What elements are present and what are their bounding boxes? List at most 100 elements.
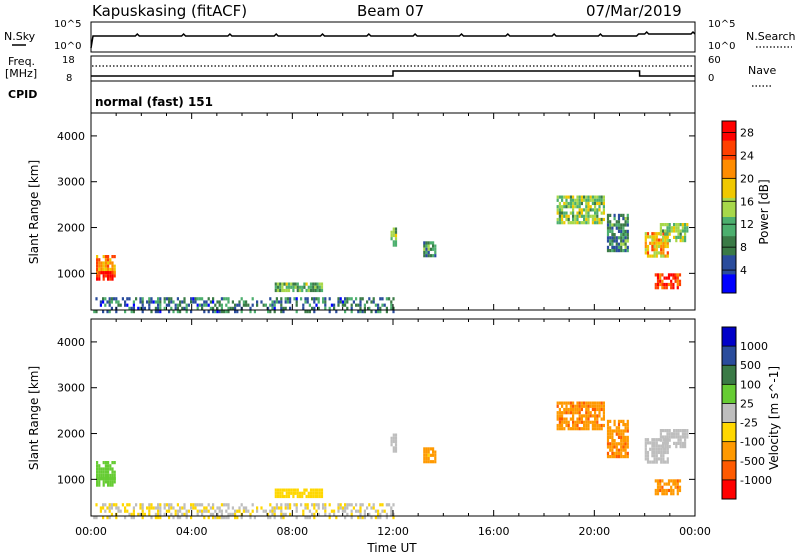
range-gate-cell — [666, 429, 669, 433]
range-gate-cell — [660, 460, 663, 464]
range-gate-cell — [108, 506, 111, 510]
range-gate-cell — [181, 306, 184, 310]
range-gate-cell — [117, 300, 120, 304]
range-gate-cell — [596, 208, 599, 212]
range-gate-cell — [185, 516, 188, 520]
range-gate-cell — [285, 494, 288, 499]
range-gate-cell — [668, 445, 671, 449]
range-gate-cell — [651, 238, 654, 242]
range-gate-cell — [423, 247, 426, 251]
range-gate-cell — [289, 300, 292, 304]
range-gate-cell — [181, 300, 184, 304]
range-gate-cell — [279, 488, 282, 492]
range-gate-cell — [107, 261, 110, 265]
range-gate-cell — [292, 285, 295, 289]
range-gate-cell — [434, 247, 437, 251]
range-gate-cell — [611, 223, 614, 227]
range-gate-cell — [100, 261, 103, 265]
range-gate-cell — [320, 491, 324, 495]
range-gate-cell — [423, 241, 426, 245]
range-gate-cell — [602, 201, 605, 206]
range-gate-cell — [651, 441, 654, 445]
range-gate-cell — [212, 503, 215, 507]
range-gate-cell — [280, 303, 283, 307]
range-gate-cell — [309, 285, 313, 289]
range-gate-cell — [102, 264, 105, 268]
colorbar-swatch — [722, 460, 736, 481]
range-gate-cell — [313, 503, 316, 507]
range-gate-cell — [655, 454, 658, 458]
range-gate-cell — [425, 450, 428, 454]
range-gate-cell — [117, 509, 120, 513]
range-gate-cell — [666, 450, 669, 455]
range-gate-cell — [260, 300, 263, 304]
range-gate-cell — [110, 506, 113, 510]
range-gate-cell — [596, 211, 599, 215]
range-gate-cell — [659, 485, 662, 489]
range-gate-cell — [675, 235, 678, 239]
range-gate-cell — [157, 506, 160, 510]
range-gate-cell — [104, 461, 107, 465]
scatter-region-1 — [96, 271, 116, 281]
range-gate-cell — [284, 300, 287, 304]
range-gate-cell — [611, 432, 614, 436]
y-tick-label: 2000 — [57, 428, 85, 441]
range-gate-cell — [600, 427, 603, 431]
range-gate-cell — [242, 303, 245, 307]
range-gate-cell — [572, 211, 575, 215]
range-gate-cell — [686, 435, 689, 439]
range-gate-cell — [269, 503, 272, 507]
range-gate-cell — [583, 221, 586, 225]
range-gate-cell — [651, 438, 654, 442]
range-gate-cell — [363, 516, 366, 520]
range-gate-cell — [596, 217, 599, 222]
range-gate-cell — [109, 473, 112, 477]
scatter-region-6 — [556, 401, 605, 431]
range-gate-cell — [249, 310, 252, 314]
range-gate-cell — [111, 473, 114, 477]
range-gate-cell — [335, 516, 338, 520]
range-gate-cell — [223, 297, 226, 301]
range-gate-cell — [238, 300, 241, 304]
range-gate-cell — [657, 447, 661, 451]
range-gate-cell — [606, 223, 610, 227]
scatter-region-3 — [274, 282, 324, 293]
range-gate-cell — [245, 300, 248, 304]
range-gate-cell — [684, 232, 687, 236]
range-gate-cell — [556, 411, 559, 415]
range-gate-cell — [662, 254, 665, 258]
range-gate-cell — [676, 276, 679, 280]
range-gate-cell — [600, 401, 603, 405]
range-gate-cell — [565, 217, 568, 222]
range-gate-cell — [556, 211, 559, 215]
range-gate-cell — [98, 477, 101, 481]
range-gate-cell — [223, 310, 226, 314]
range-gate-cell — [363, 306, 366, 310]
range-gate-cell — [359, 506, 362, 510]
range-gate-cell — [108, 503, 111, 507]
range-gate-cell — [563, 401, 566, 405]
velocity-colorbar-label: Velocity [m s^-1] — [767, 366, 781, 470]
range-gate-cell — [283, 494, 286, 499]
range-gate-cell — [176, 310, 179, 314]
range-gate-cell — [234, 516, 237, 520]
range-gate-cell — [111, 261, 114, 265]
range-gate-cell — [98, 271, 101, 275]
x-tick-label: 00:00 — [679, 525, 711, 538]
range-gate-cell — [390, 233, 393, 238]
range-gate-cell — [425, 247, 428, 251]
range-gate-cell — [602, 417, 605, 421]
range-gate-cell — [578, 198, 581, 202]
range-gate-cell — [298, 288, 302, 293]
cpid-value: normal (fast) 151 — [95, 95, 213, 109]
range-gate-cell — [613, 419, 616, 423]
range-gate-cell — [113, 461, 116, 465]
range-gate-cell — [159, 516, 162, 520]
range-gate-cell — [620, 236, 623, 240]
range-gate-cell — [609, 220, 612, 224]
range-gate-cell — [98, 277, 101, 281]
range-gate-cell — [626, 419, 629, 423]
range-gate-cell — [212, 297, 215, 301]
range-gate-cell — [611, 455, 614, 459]
range-gate-cell — [587, 195, 590, 199]
